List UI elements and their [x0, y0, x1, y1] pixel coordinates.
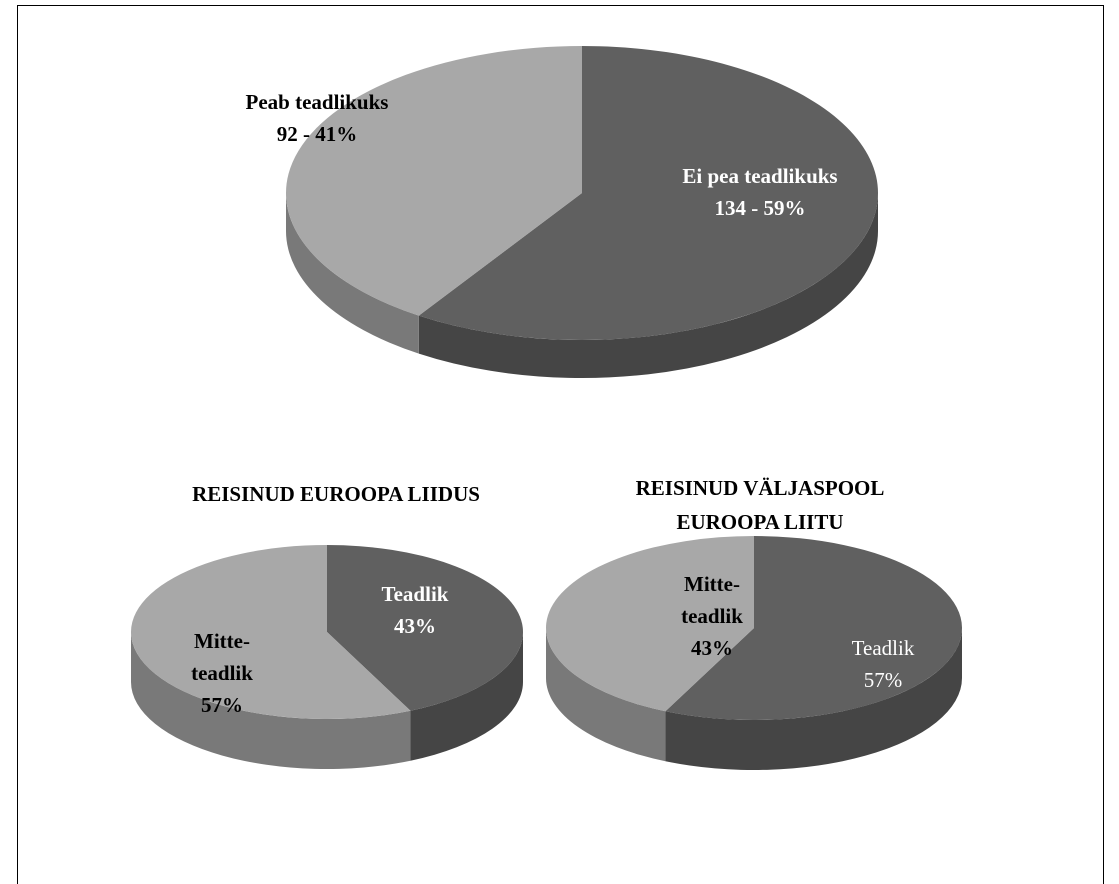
slice-side [665, 628, 962, 770]
slice-value-label: 57% [201, 693, 243, 717]
slice-category: Teadlik [851, 636, 915, 660]
chart-title: REISINUD EUROOPA LIIDUS [192, 482, 480, 506]
slice-side [131, 632, 411, 769]
slice [418, 46, 879, 340]
slice [131, 545, 411, 719]
slice-category: Mitte-teadlik [191, 629, 253, 685]
slice-side [418, 193, 879, 378]
slice [327, 545, 524, 711]
slice [546, 536, 754, 712]
slice [665, 536, 962, 720]
frame [17, 5, 1104, 884]
slice-side [546, 628, 666, 762]
chart-title: REISINUD VÄLJASPOOL EUROOPA LIITU [635, 476, 885, 534]
slice-value-label: 43% [691, 636, 733, 660]
slice-side [410, 632, 524, 761]
slice-value-label: 43% [394, 614, 436, 638]
slice-value-label: 57% [863, 668, 903, 692]
slice-value-label: 134 - 59% [714, 196, 806, 220]
slice-side [286, 193, 419, 354]
slice-category: Mitte-teadlik [681, 572, 743, 628]
slice-category: Ei pea teadlikuks [682, 164, 838, 188]
slice [286, 45, 582, 316]
slice-category: Teadlik [381, 582, 449, 606]
slice-value-label: 92 - 41% [276, 122, 358, 146]
slice-category: Peab teadlikuks [245, 90, 389, 114]
